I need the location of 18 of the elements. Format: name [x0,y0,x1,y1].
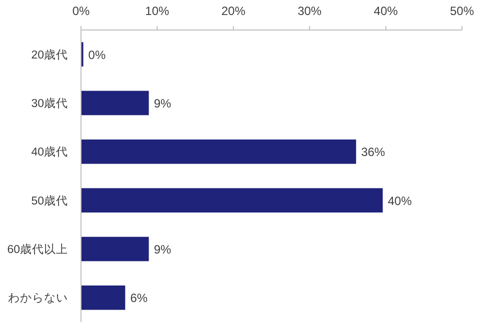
category: 60歳代以上 [7,244,68,256]
category: 50歳代 [31,195,68,208]
category: 30歳代 [31,98,68,110]
xtick: 40% [374,4,398,18]
value-label: 36% [361,145,386,160]
xtick: 30% [298,4,322,18]
category: 20歳代 [31,49,68,62]
value-label: 9% [154,96,172,110]
xtick: 0% [72,4,90,18]
value-label: 9% [154,242,172,256]
category: わからない [8,292,68,305]
xtick: 10% [145,4,170,18]
value-label: 6% [130,291,148,306]
category: 40歳代 [31,146,68,159]
value-label: 0% [88,48,106,62]
value-label: 40% [388,194,412,208]
xtick: 50% [450,4,474,18]
xtick: 20% [221,4,246,18]
